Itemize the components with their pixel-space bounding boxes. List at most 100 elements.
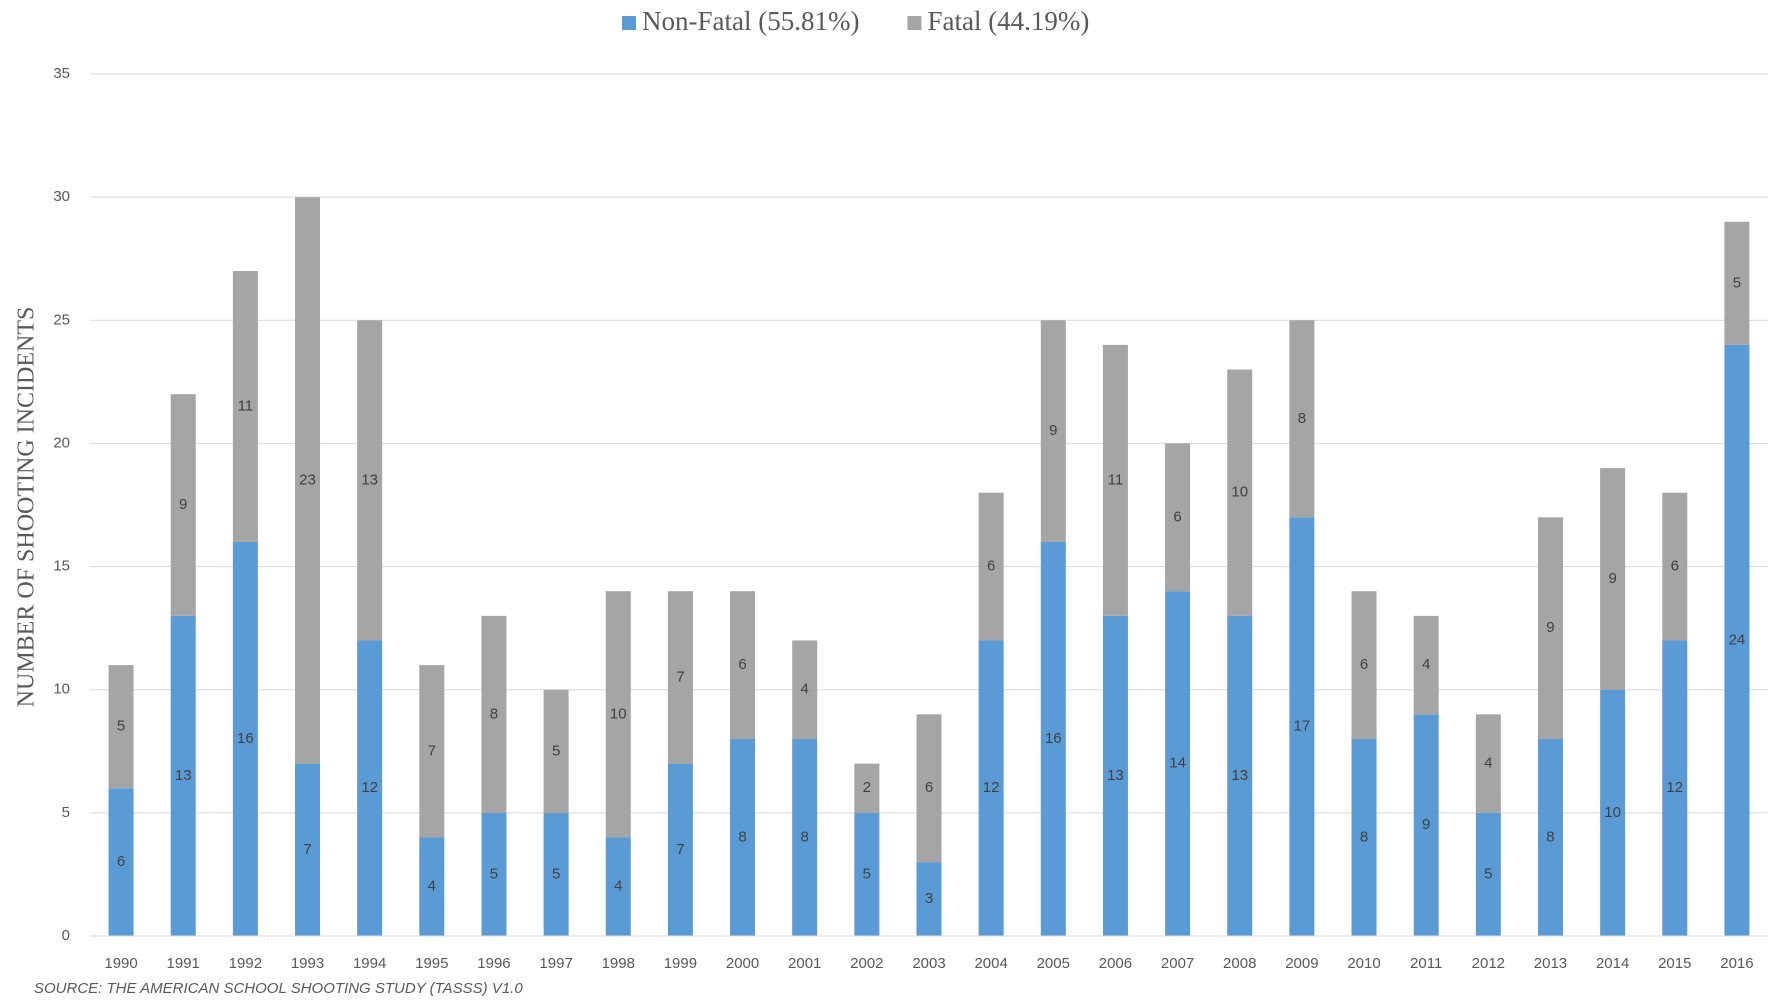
x-tick-label: 1994 (353, 955, 386, 972)
bar-segment (605, 837, 631, 936)
data-label: 6 (738, 656, 746, 673)
data-label: 9 (1608, 570, 1616, 587)
data-label: 13 (175, 767, 192, 784)
data-label: 5 (490, 865, 498, 882)
data-label: 6 (987, 558, 995, 575)
data-label: 6 (1173, 508, 1181, 525)
data-label: 13 (1231, 767, 1248, 784)
bar-segment (357, 640, 383, 936)
bar-segment (170, 394, 196, 616)
data-label: 24 (1729, 631, 1746, 648)
bar-segment (1413, 615, 1439, 715)
data-label: 14 (1169, 755, 1186, 772)
x-tick-label: 1990 (104, 955, 137, 972)
data-label: 4 (1422, 656, 1430, 673)
bar-segment (667, 591, 693, 764)
data-label: 9 (179, 496, 187, 513)
bar-segment (916, 714, 942, 863)
x-tick-label: 1996 (477, 955, 510, 972)
data-label: 10 (1604, 804, 1621, 821)
data-label: 7 (428, 742, 436, 759)
x-tick-label: 1992 (229, 955, 262, 972)
y-tick-label: 30 (53, 188, 70, 205)
x-tick-label: 2006 (1099, 955, 1132, 972)
bar-segment (1289, 517, 1315, 936)
data-label: 7 (676, 668, 684, 685)
bar-segment (854, 763, 880, 813)
x-tick-label: 2015 (1658, 955, 1691, 972)
x-tick-label: 2008 (1223, 955, 1256, 972)
data-label: 4 (428, 878, 436, 895)
data-label: 4 (1484, 755, 1492, 772)
y-axis-title: NUMBER OF SHOOTING INCIDENTS (14, 307, 40, 708)
data-label: 7 (676, 841, 684, 858)
bar-segment (854, 812, 880, 936)
bar-segment (1165, 591, 1191, 936)
bar-segment (1227, 615, 1253, 936)
bar-segment (1600, 468, 1626, 690)
data-label: 12 (361, 779, 378, 796)
bar-segment (232, 271, 258, 542)
bar-segment (730, 591, 756, 739)
x-tick-label: 1997 (539, 955, 572, 972)
x-tick-label: 2011 (1410, 955, 1442, 972)
bar-segment (1165, 443, 1191, 592)
bar-segment (481, 812, 507, 936)
x-tick-label: 2009 (1285, 955, 1318, 972)
x-tick-label: 2012 (1472, 955, 1505, 972)
bar-segment (1537, 738, 1563, 936)
x-tick-label: 2005 (1037, 955, 1070, 972)
data-label: 16 (237, 730, 254, 747)
bar-segment (1413, 714, 1439, 936)
bar-segment (232, 541, 258, 936)
x-tick-label: 1998 (602, 955, 635, 972)
x-tick-label: 2004 (974, 955, 1007, 972)
bar-segment (730, 738, 756, 936)
bar-segment (1537, 517, 1563, 739)
x-tick-label: 2010 (1347, 955, 1380, 972)
bar-segment (1289, 320, 1315, 518)
x-tick-label: 2001 (788, 955, 821, 972)
data-label: 12 (983, 779, 1000, 796)
y-tick-label: 25 (53, 311, 70, 328)
data-label: 4 (801, 681, 809, 698)
bar-segment (170, 615, 196, 936)
data-label: 8 (738, 828, 746, 845)
data-label: 5 (1733, 274, 1741, 291)
y-tick-label: 5 (62, 804, 70, 821)
data-label: 7 (303, 841, 311, 858)
x-tick-label: 1991 (167, 955, 200, 972)
data-label: 5 (1484, 865, 1492, 882)
bar-segment (543, 812, 569, 936)
data-label: 23 (299, 471, 316, 488)
data-label: 2 (863, 779, 871, 796)
bar-segment (1475, 714, 1501, 813)
x-tick-label: 2000 (726, 955, 759, 972)
bar-segment (357, 320, 383, 641)
data-label: 5 (552, 742, 560, 759)
x-tick-label: 1995 (415, 955, 448, 972)
x-tick-label: 2014 (1596, 955, 1629, 972)
data-label: 3 (925, 890, 933, 907)
source-note: SOURCE: THE AMERICAN SCHOOL SHOOTING STU… (34, 980, 523, 997)
data-label: 13 (1107, 767, 1124, 784)
bar-segment (605, 591, 631, 838)
bar-segment (295, 763, 321, 936)
data-label: 6 (1671, 558, 1679, 575)
y-tick-label: 35 (53, 65, 70, 82)
bar-segment (1227, 369, 1253, 616)
x-tick-label: 2003 (912, 955, 945, 972)
legend-swatch (622, 16, 636, 30)
data-label: 8 (1298, 410, 1306, 427)
bar-segment (978, 492, 1004, 641)
legend-label: Non-Fatal (55.81%) (642, 6, 859, 36)
bar-segment (1724, 344, 1750, 936)
bar-segment (667, 763, 693, 936)
data-label: 5 (552, 865, 560, 882)
bar-segment (1102, 615, 1128, 936)
data-label: 8 (490, 705, 498, 722)
data-label: 17 (1294, 718, 1311, 735)
bar-segment (1040, 541, 1066, 936)
x-tick-label: 2007 (1161, 955, 1194, 972)
bar-segment (1351, 591, 1377, 739)
